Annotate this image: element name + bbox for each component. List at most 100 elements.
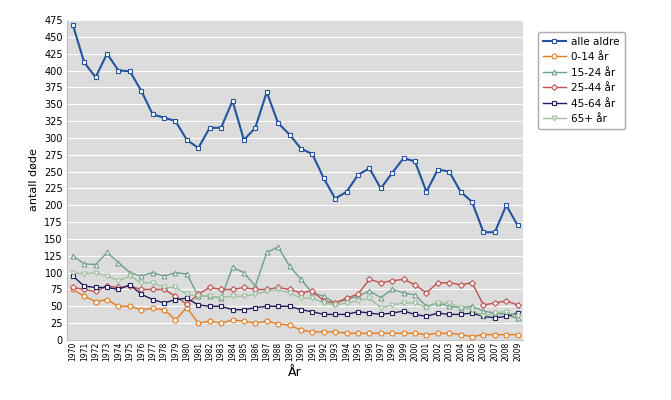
25-44 år: [308, 288, 316, 293]
0-14 år: [125, 304, 134, 309]
45-64 år: [365, 311, 373, 316]
0-14 år: [262, 319, 270, 324]
alle aldre: [411, 159, 419, 164]
45-64 år: [148, 297, 156, 302]
25-44 år: [183, 302, 191, 307]
15-24 år: [285, 264, 293, 268]
65+ år: [205, 294, 213, 299]
25-44 år: [217, 287, 225, 292]
15-24 år: [319, 294, 327, 299]
15-24 år: [308, 290, 316, 295]
65+ år: [240, 294, 248, 299]
15-24 år: [331, 300, 339, 305]
15-24 år: [502, 312, 510, 317]
alle aldre: [68, 22, 76, 27]
45-64 år: [103, 285, 111, 290]
65+ år: [137, 280, 145, 285]
25-44 år: [125, 284, 134, 288]
45-64 år: [217, 304, 225, 309]
25-44 år: [148, 287, 156, 292]
65+ år: [468, 307, 476, 312]
15-24 år: [399, 290, 407, 295]
0-14 år: [91, 299, 99, 304]
alle aldre: [399, 156, 407, 160]
0-14 år: [445, 331, 453, 336]
0-14 år: [103, 297, 111, 302]
0-14 år: [80, 294, 88, 299]
25-44 år: [68, 285, 76, 290]
15-24 år: [148, 270, 156, 275]
15-24 år: [411, 292, 419, 297]
45-64 år: [160, 300, 168, 305]
45-64 år: [468, 311, 476, 316]
0-14 år: [319, 330, 327, 334]
alle aldre: [491, 230, 499, 235]
Line: 15-24 år: 15-24 år: [70, 245, 520, 321]
Line: 65+ år: 65+ år: [70, 270, 520, 319]
alle aldre: [228, 98, 236, 103]
25-44 år: [103, 284, 111, 288]
15-24 år: [205, 294, 213, 299]
0-14 år: [240, 319, 248, 324]
alle aldre: [297, 146, 305, 151]
15-24 år: [80, 262, 88, 266]
45-64 år: [342, 312, 350, 317]
25-44 år: [194, 292, 202, 296]
25-44 år: [240, 285, 248, 290]
0-14 år: [68, 287, 76, 292]
15-24 år: [103, 250, 111, 255]
alle aldre: [456, 189, 464, 194]
25-44 år: [491, 300, 499, 305]
25-44 år: [137, 287, 145, 292]
25-44 år: [342, 296, 350, 301]
65+ år: [319, 300, 327, 305]
65+ år: [479, 314, 487, 319]
0-14 år: [217, 321, 225, 326]
0-14 år: [491, 332, 499, 337]
45-64 år: [411, 312, 419, 317]
65+ år: [445, 300, 453, 305]
alle aldre: [194, 146, 202, 150]
alle aldre: [137, 88, 145, 93]
0-14 år: [354, 331, 362, 336]
15-24 år: [468, 304, 476, 309]
alle aldre: [80, 60, 88, 65]
45-64 år: [194, 302, 202, 307]
0-14 år: [114, 304, 122, 309]
0-14 år: [160, 307, 168, 312]
0-14 år: [148, 306, 156, 311]
45-64 år: [513, 311, 521, 316]
25-44 år: [479, 302, 487, 307]
15-24 år: [160, 274, 168, 278]
15-24 år: [251, 284, 259, 288]
0-14 år: [183, 305, 191, 310]
0-14 år: [456, 332, 464, 337]
0-14 år: [479, 332, 487, 337]
25-44 år: [205, 285, 213, 290]
45-64 år: [297, 307, 305, 312]
15-24 år: [91, 262, 99, 267]
65+ år: [217, 295, 225, 300]
25-44 år: [513, 302, 521, 307]
X-axis label: År: År: [289, 366, 302, 379]
45-64 år: [502, 314, 510, 319]
65+ år: [262, 289, 270, 294]
25-44 år: [80, 287, 88, 292]
65+ år: [376, 305, 384, 310]
15-24 år: [125, 270, 134, 275]
0-14 år: [274, 322, 282, 326]
65+ år: [80, 272, 88, 276]
0-14 år: [411, 331, 419, 336]
15-24 år: [68, 253, 76, 258]
65+ år: [297, 296, 305, 301]
15-24 år: [433, 300, 442, 305]
45-64 år: [262, 304, 270, 309]
65+ år: [148, 280, 156, 285]
25-44 år: [160, 287, 168, 292]
alle aldre: [365, 166, 373, 171]
65+ år: [513, 314, 521, 319]
45-64 år: [125, 282, 134, 287]
0-14 år: [251, 321, 259, 326]
45-64 år: [274, 304, 282, 309]
alle aldre: [114, 68, 122, 73]
